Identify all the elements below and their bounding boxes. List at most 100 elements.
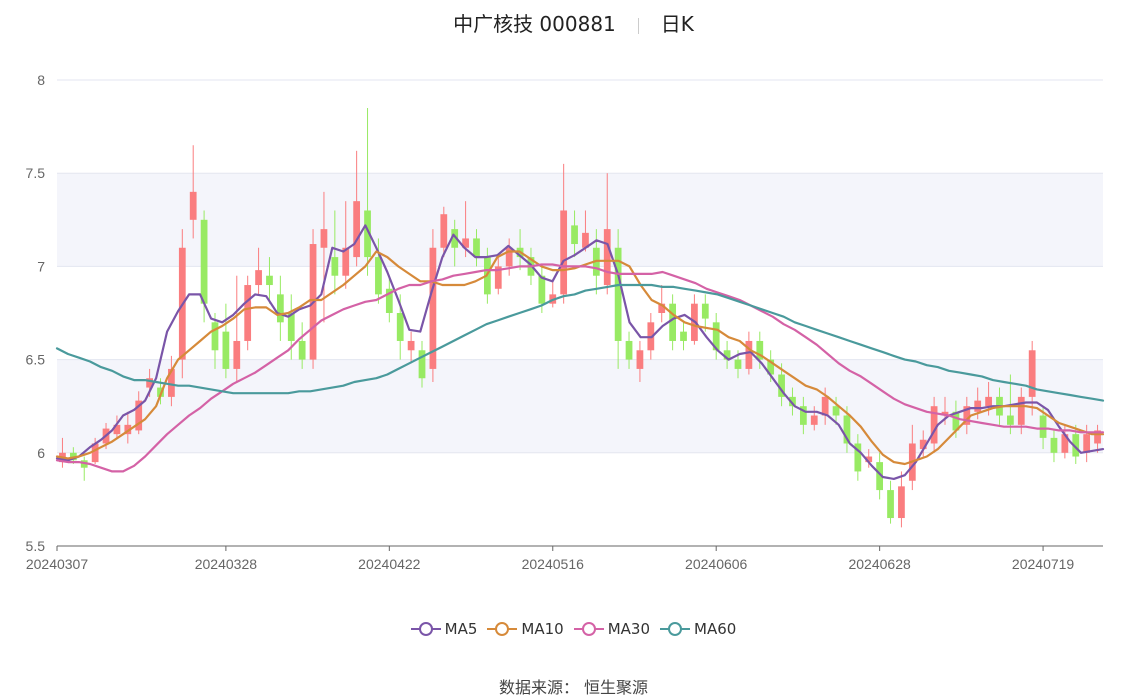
legend-label: MA5	[444, 620, 478, 638]
candle-body	[876, 462, 884, 491]
candle-body	[898, 486, 905, 519]
legend-marker-icon	[410, 622, 441, 636]
candle-body	[603, 229, 611, 286]
legend-item-ma10[interactable]: MA10	[487, 620, 564, 638]
series-line-ma30	[55, 263, 1105, 473]
candle-body	[113, 424, 121, 435]
candle-body	[745, 340, 753, 369]
candle-body	[298, 340, 306, 360]
candle-body	[799, 406, 807, 425]
candle-body	[266, 275, 273, 286]
legend-marker-icon	[487, 622, 518, 636]
candle-body	[168, 368, 175, 397]
candle-body	[810, 415, 818, 425]
legend-marker-icon	[573, 622, 604, 636]
candle-body	[505, 247, 513, 267]
candle-body	[233, 340, 241, 369]
candle-body	[941, 411, 949, 416]
legend-label: MA60	[694, 620, 737, 638]
candle-body	[919, 439, 927, 450]
candle-body	[854, 443, 862, 472]
candle-body	[778, 374, 785, 397]
candle-body	[723, 350, 731, 360]
candle-body	[571, 225, 578, 245]
y-tick-label: 6	[37, 445, 45, 461]
candle-body	[1094, 430, 1101, 444]
candle-body	[680, 331, 687, 341]
stock-name: 中广核技 000881	[453, 12, 616, 36]
candle-body	[276, 294, 284, 323]
candle-body	[124, 424, 132, 435]
legend-label: MA30	[607, 620, 651, 638]
candle-body	[407, 340, 415, 351]
candle-body	[189, 191, 197, 220]
candle-body	[887, 490, 894, 519]
candle-body	[974, 400, 982, 412]
x-tick-label: 20240628	[848, 556, 911, 572]
candle-body	[462, 238, 469, 248]
candle-body	[287, 313, 295, 341]
candle-body	[146, 378, 153, 388]
candle-body	[865, 456, 873, 463]
candle-body	[625, 340, 633, 360]
candle-body	[1083, 434, 1091, 453]
candle-body	[1039, 415, 1047, 438]
candle-body	[494, 266, 502, 289]
candle-body	[538, 275, 546, 304]
candle-body	[440, 214, 448, 248]
candle-body	[734, 359, 742, 369]
candle-body	[712, 322, 720, 351]
grid-band	[57, 359, 1103, 453]
x-tick-label: 20240307	[26, 556, 89, 572]
period-label: 日K	[660, 12, 694, 36]
candle-body	[767, 359, 775, 375]
legend-marker-icon	[660, 622, 691, 636]
candle-body	[985, 396, 992, 407]
candle-body	[211, 322, 219, 351]
y-tick-label: 7.5	[26, 165, 46, 181]
candlestick-chart[interactable]: 5.5 6 6.5 7 7.5 8 20240307 20240328 20240422 2024…	[0, 0, 1147, 600]
x-tick-label: 20240422	[358, 556, 421, 572]
legend-item-ma30[interactable]: MA30	[573, 620, 651, 638]
chart-title: 中广核技 000881 日K	[0, 8, 1147, 37]
candle-body	[963, 406, 971, 425]
candle-body	[756, 340, 764, 360]
candle-body	[669, 303, 676, 341]
candle-body	[418, 350, 426, 379]
candle-body	[1050, 437, 1058, 453]
candle-body	[930, 406, 938, 444]
candle-body	[1072, 434, 1080, 457]
candle-body	[832, 406, 840, 416]
title-separator	[637, 17, 639, 34]
candle-body	[244, 285, 252, 341]
candle-body	[331, 257, 339, 276]
candle-body	[701, 303, 709, 319]
candle-body	[582, 232, 589, 248]
candle-body	[614, 247, 622, 341]
candle-body	[375, 257, 382, 295]
x-tick-label: 20240516	[522, 556, 585, 572]
candle-body	[560, 210, 568, 295]
y-tick-label: 5.5	[26, 538, 46, 554]
candle-body	[473, 238, 480, 258]
legend: MA5 MA10 MA30 MA60	[0, 620, 1147, 641]
candle-body	[636, 350, 644, 369]
candle-body	[364, 210, 371, 258]
candle-body	[1028, 350, 1036, 397]
candle-body	[353, 201, 361, 258]
candle-body	[222, 331, 230, 369]
candle-body	[91, 443, 99, 463]
legend-item-ma5[interactable]: MA5	[410, 620, 478, 638]
candle-body	[255, 270, 262, 286]
candle-body	[658, 303, 666, 313]
legend-item-ma60[interactable]: MA60	[660, 620, 736, 638]
x-tick-label: 20240606	[685, 556, 748, 572]
candle-body	[789, 396, 796, 407]
candle-body	[1017, 396, 1025, 425]
candle-body	[1007, 415, 1014, 425]
x-tick-label: 20240719	[1012, 556, 1075, 572]
candle-body	[1061, 434, 1069, 453]
candle-body	[200, 219, 208, 304]
series-line-ma60	[55, 283, 1105, 402]
y-tick-label: 7	[37, 258, 45, 274]
